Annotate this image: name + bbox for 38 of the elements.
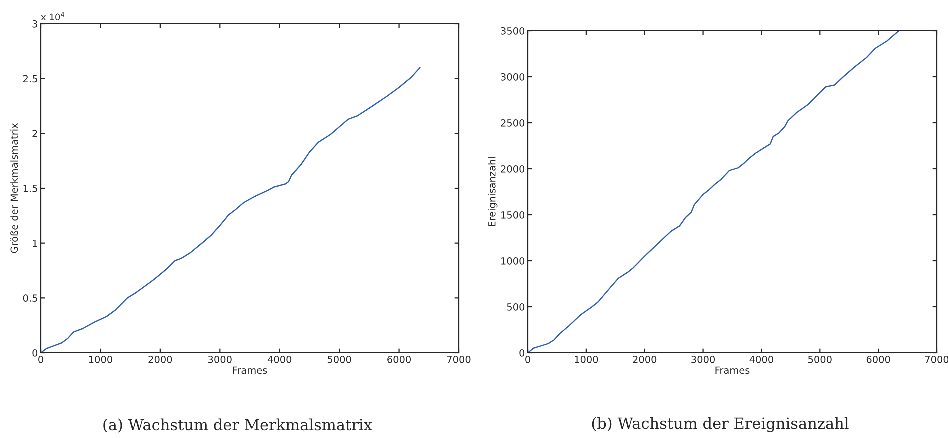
x-tick-label: 4000 <box>750 356 774 364</box>
y-tick-label: 2000 <box>501 165 525 173</box>
x-tick-label: 5000 <box>328 356 352 364</box>
text: (b) Wachstum der Ereignisanzahl <box>592 417 849 432</box>
y-tick-label: 0 <box>520 349 525 357</box>
x-tick-label: 1000 <box>575 356 598 364</box>
y-tick-label: 0.5 <box>23 294 38 302</box>
x-tick-label: 2000 <box>148 356 172 364</box>
y-tick-label: 2.5 <box>23 75 38 83</box>
x-tick-label: 6000 <box>866 356 890 364</box>
y-tick-label: 3500 <box>501 27 525 35</box>
y-axis-title: Ereignisanzahl <box>488 158 498 226</box>
x-tick-label: 4000 <box>268 356 292 364</box>
line-series <box>41 67 421 353</box>
x-tick-label: 3000 <box>692 356 716 364</box>
y-tick-label: 2 <box>32 130 38 138</box>
y-tick-label: 0 <box>32 349 38 357</box>
y-tick-label: 500 <box>507 303 525 311</box>
x-tick-label: 1000 <box>89 356 112 364</box>
y-tick-label: 1 <box>33 240 38 248</box>
x-axis-title: Frames <box>716 366 750 374</box>
y-tick-label: 2500 <box>501 119 525 127</box>
y-tick-label: 1000 <box>502 257 525 265</box>
x-axis-title: Frames <box>233 366 268 374</box>
x-tick-label: 2000 <box>633 356 657 364</box>
x-tick-label: 7000 <box>447 356 471 364</box>
text: x 10$^{4}$ <box>41 12 64 21</box>
x-tick-label: 6000 <box>388 356 412 364</box>
x-tick-label: 3000 <box>208 356 232 364</box>
x-tick-label: 5000 <box>808 356 832 364</box>
y-tick-label: 3 <box>32 20 38 28</box>
y-tick-label: 1.5 <box>24 185 38 192</box>
y-axis-title: Größe der Merkmalsmatrix <box>10 124 18 254</box>
y-tick-label: 3000 <box>501 73 525 81</box>
text: (a) Wachstum der Merkmalsmatrix <box>104 418 372 433</box>
x-tick-label: 0 <box>38 356 44 364</box>
y-tick-label: 1500 <box>502 211 525 219</box>
x-tick-label: 0 <box>526 356 530 364</box>
